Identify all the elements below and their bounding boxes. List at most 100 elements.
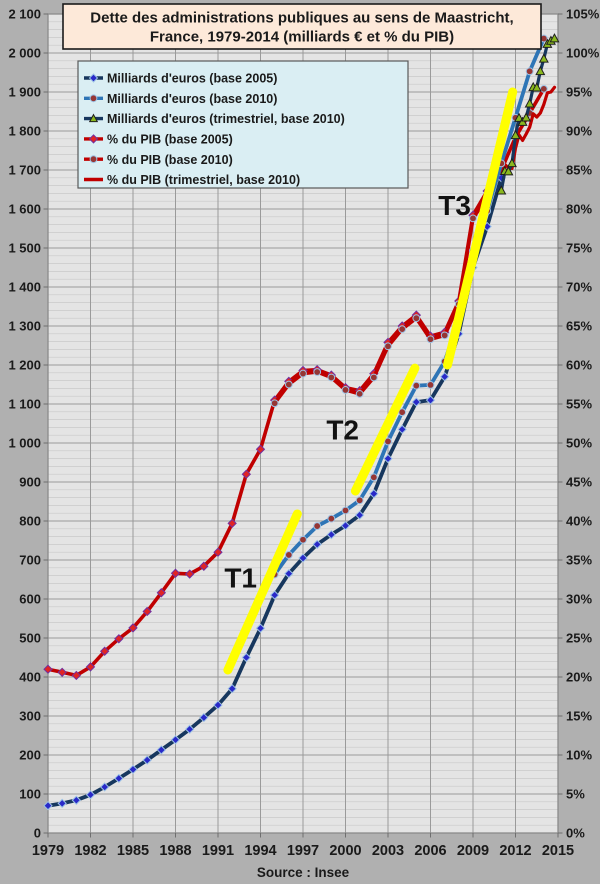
x-axis-label: 1997 [287,843,319,859]
right-axis-label: 85% [566,163,592,178]
x-axis-label: 1994 [244,843,276,859]
data-point-circle [284,551,293,559]
right-axis-label: 45% [566,475,592,490]
axis-labels: 0 100 200 300 400 500 600 700 800 900 1 000 1 100 1 … [8,7,599,860]
left-axis-label: 900 [19,475,41,490]
data-point-circle [440,331,449,340]
x-axis-label: 2012 [499,843,531,859]
data-point-diamond [241,469,252,479]
data-point-diamond [43,664,53,674]
data-point-circle [89,94,98,103]
data-point-diamond [85,790,96,800]
left-axis-label: 2 100 [8,7,41,22]
data-point-circle [398,408,407,417]
data-point-diamond [255,623,266,633]
data-point-circle [313,368,322,376]
data-point-diamond [227,683,237,694]
data-point-triangle [503,166,514,176]
right-axis-label: 20% [566,670,592,685]
series-line [499,36,557,193]
right-axis-label: 50% [566,436,592,451]
left-axis-label: 1 400 [8,280,41,295]
data-point-diamond [383,453,393,464]
data-point-diamond [71,795,82,805]
data-point-diamond [85,662,96,672]
trend-line-t3 [443,87,518,370]
data-point-diamond [156,588,167,598]
data-point-diamond [114,773,124,784]
data-point-circle [412,314,421,323]
left-axis-label: 300 [19,709,41,724]
right-axis-label: 55% [566,397,592,412]
x-axis-label: 1985 [117,843,149,859]
source-label: Source : Insee [257,865,350,880]
data-point-diamond [71,670,82,681]
data-point-diamond [99,646,110,656]
right-axis-label: 80% [566,202,592,217]
chart-title-line2: France, 1979-2014 (milliards € et % du P… [150,29,454,46]
data-point-circle [426,335,435,344]
data-series [43,33,560,811]
right-axis-label: 30% [566,592,592,607]
data-point-triangle [535,65,546,76]
x-axis-label: 2003 [372,843,404,859]
data-point-triangle [538,53,549,63]
right-axis-label: 95% [566,85,592,100]
right-axis-label: 65% [566,319,592,334]
data-point-circle [299,535,307,544]
right-axis-label: 90% [566,124,592,139]
right-axis-label: 40% [566,514,592,529]
left-axis-label: 200 [19,748,41,763]
data-point-diamond [369,488,379,499]
trend-line-t1 [223,509,302,675]
series-milliards-d-euros-base-2005- [43,173,507,811]
data-point-triangle [524,98,535,108]
data-point-circle [327,373,336,382]
data-point-diamond [128,623,138,633]
data-point-circle [299,369,307,378]
right-axis-label: 5% [566,787,585,802]
right-axis-label: 10% [566,748,592,763]
left-axis-label: 2 000 [8,46,41,61]
legend-item-label: % du PIB (base 2005) [107,133,233,147]
data-point-diamond [411,397,422,407]
right-axis-label: 100% [566,46,600,61]
data-point-diamond [269,590,280,600]
data-point-triangle [549,33,560,43]
trend-label-t1: T1 [224,563,257,594]
data-point-diamond [298,553,308,563]
left-axis-label: 1 100 [8,397,41,412]
legend-item-label: % du PIB (base 2010) [107,153,233,167]
left-axis-label: 600 [19,592,41,607]
left-axis-label: 1 300 [8,319,41,334]
legend-item-4: % du PIB (base 2010) [84,153,233,167]
data-point-diamond [199,712,209,723]
chart-title-box: Dette des administrations publiques au s… [62,3,542,50]
legend-item-1: Milliards d'euros (base 2010) [84,92,277,106]
data-point-diamond [439,371,450,382]
left-axis-label: 800 [19,514,41,529]
x-axis-label: 1982 [74,843,106,859]
data-point-circle [284,380,293,389]
data-point-diamond [88,134,99,144]
data-point-circle [369,373,378,382]
chart-title-line1: Dette des administrations publiques au s… [90,10,513,27]
data-point-diamond [312,539,322,550]
data-point-triangle [521,112,532,122]
trend-annotations: T1 T2 T3 [223,87,518,675]
data-point-diamond [43,800,53,811]
data-point-diamond [57,798,67,809]
data-point-triangle [531,82,542,92]
data-point-diamond [170,735,181,745]
data-point-diamond [326,529,337,540]
right-axis-label: 0% [566,826,585,841]
right-axis-label: 35% [566,553,592,568]
data-point-diamond [199,561,209,571]
legend-item-label: % du PIB (trimestriel, base 2010) [107,173,300,187]
legend-item-3: % du PIB (base 2005) [84,133,233,147]
data-point-circle [313,522,322,530]
right-axis-label: 60% [566,358,592,373]
left-axis-label: 1 000 [8,436,41,451]
x-axis-label: 2006 [414,843,446,859]
